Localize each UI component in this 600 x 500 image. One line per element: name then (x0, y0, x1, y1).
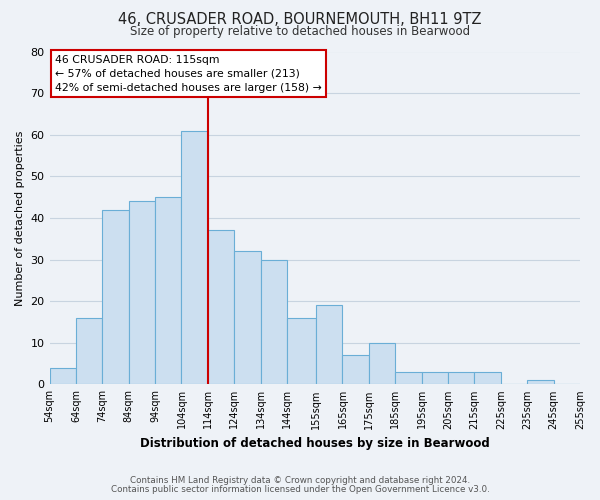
Text: 46, CRUSADER ROAD, BOURNEMOUTH, BH11 9TZ: 46, CRUSADER ROAD, BOURNEMOUTH, BH11 9TZ (118, 12, 482, 28)
Bar (316, 306, 343, 384)
Bar (369, 342, 395, 384)
Bar (155, 197, 181, 384)
Bar (76, 318, 103, 384)
Bar (475, 372, 501, 384)
Text: Contains HM Land Registry data © Crown copyright and database right 2024.: Contains HM Land Registry data © Crown c… (130, 476, 470, 485)
Bar (343, 355, 369, 384)
Bar (287, 318, 316, 384)
Bar (234, 251, 260, 384)
Bar (50, 368, 76, 384)
Bar (395, 372, 422, 384)
Bar (422, 372, 448, 384)
Bar (208, 230, 234, 384)
Bar (181, 130, 208, 384)
Text: Size of property relative to detached houses in Bearwood: Size of property relative to detached ho… (130, 25, 470, 38)
X-axis label: Distribution of detached houses by size in Bearwood: Distribution of detached houses by size … (140, 437, 490, 450)
Bar (103, 210, 129, 384)
Bar (448, 372, 475, 384)
Y-axis label: Number of detached properties: Number of detached properties (15, 130, 25, 306)
Bar (527, 380, 554, 384)
Bar (129, 202, 155, 384)
Bar (260, 260, 287, 384)
Text: Contains public sector information licensed under the Open Government Licence v3: Contains public sector information licen… (110, 485, 490, 494)
Text: 46 CRUSADER ROAD: 115sqm
← 57% of detached houses are smaller (213)
42% of semi-: 46 CRUSADER ROAD: 115sqm ← 57% of detach… (55, 55, 322, 93)
